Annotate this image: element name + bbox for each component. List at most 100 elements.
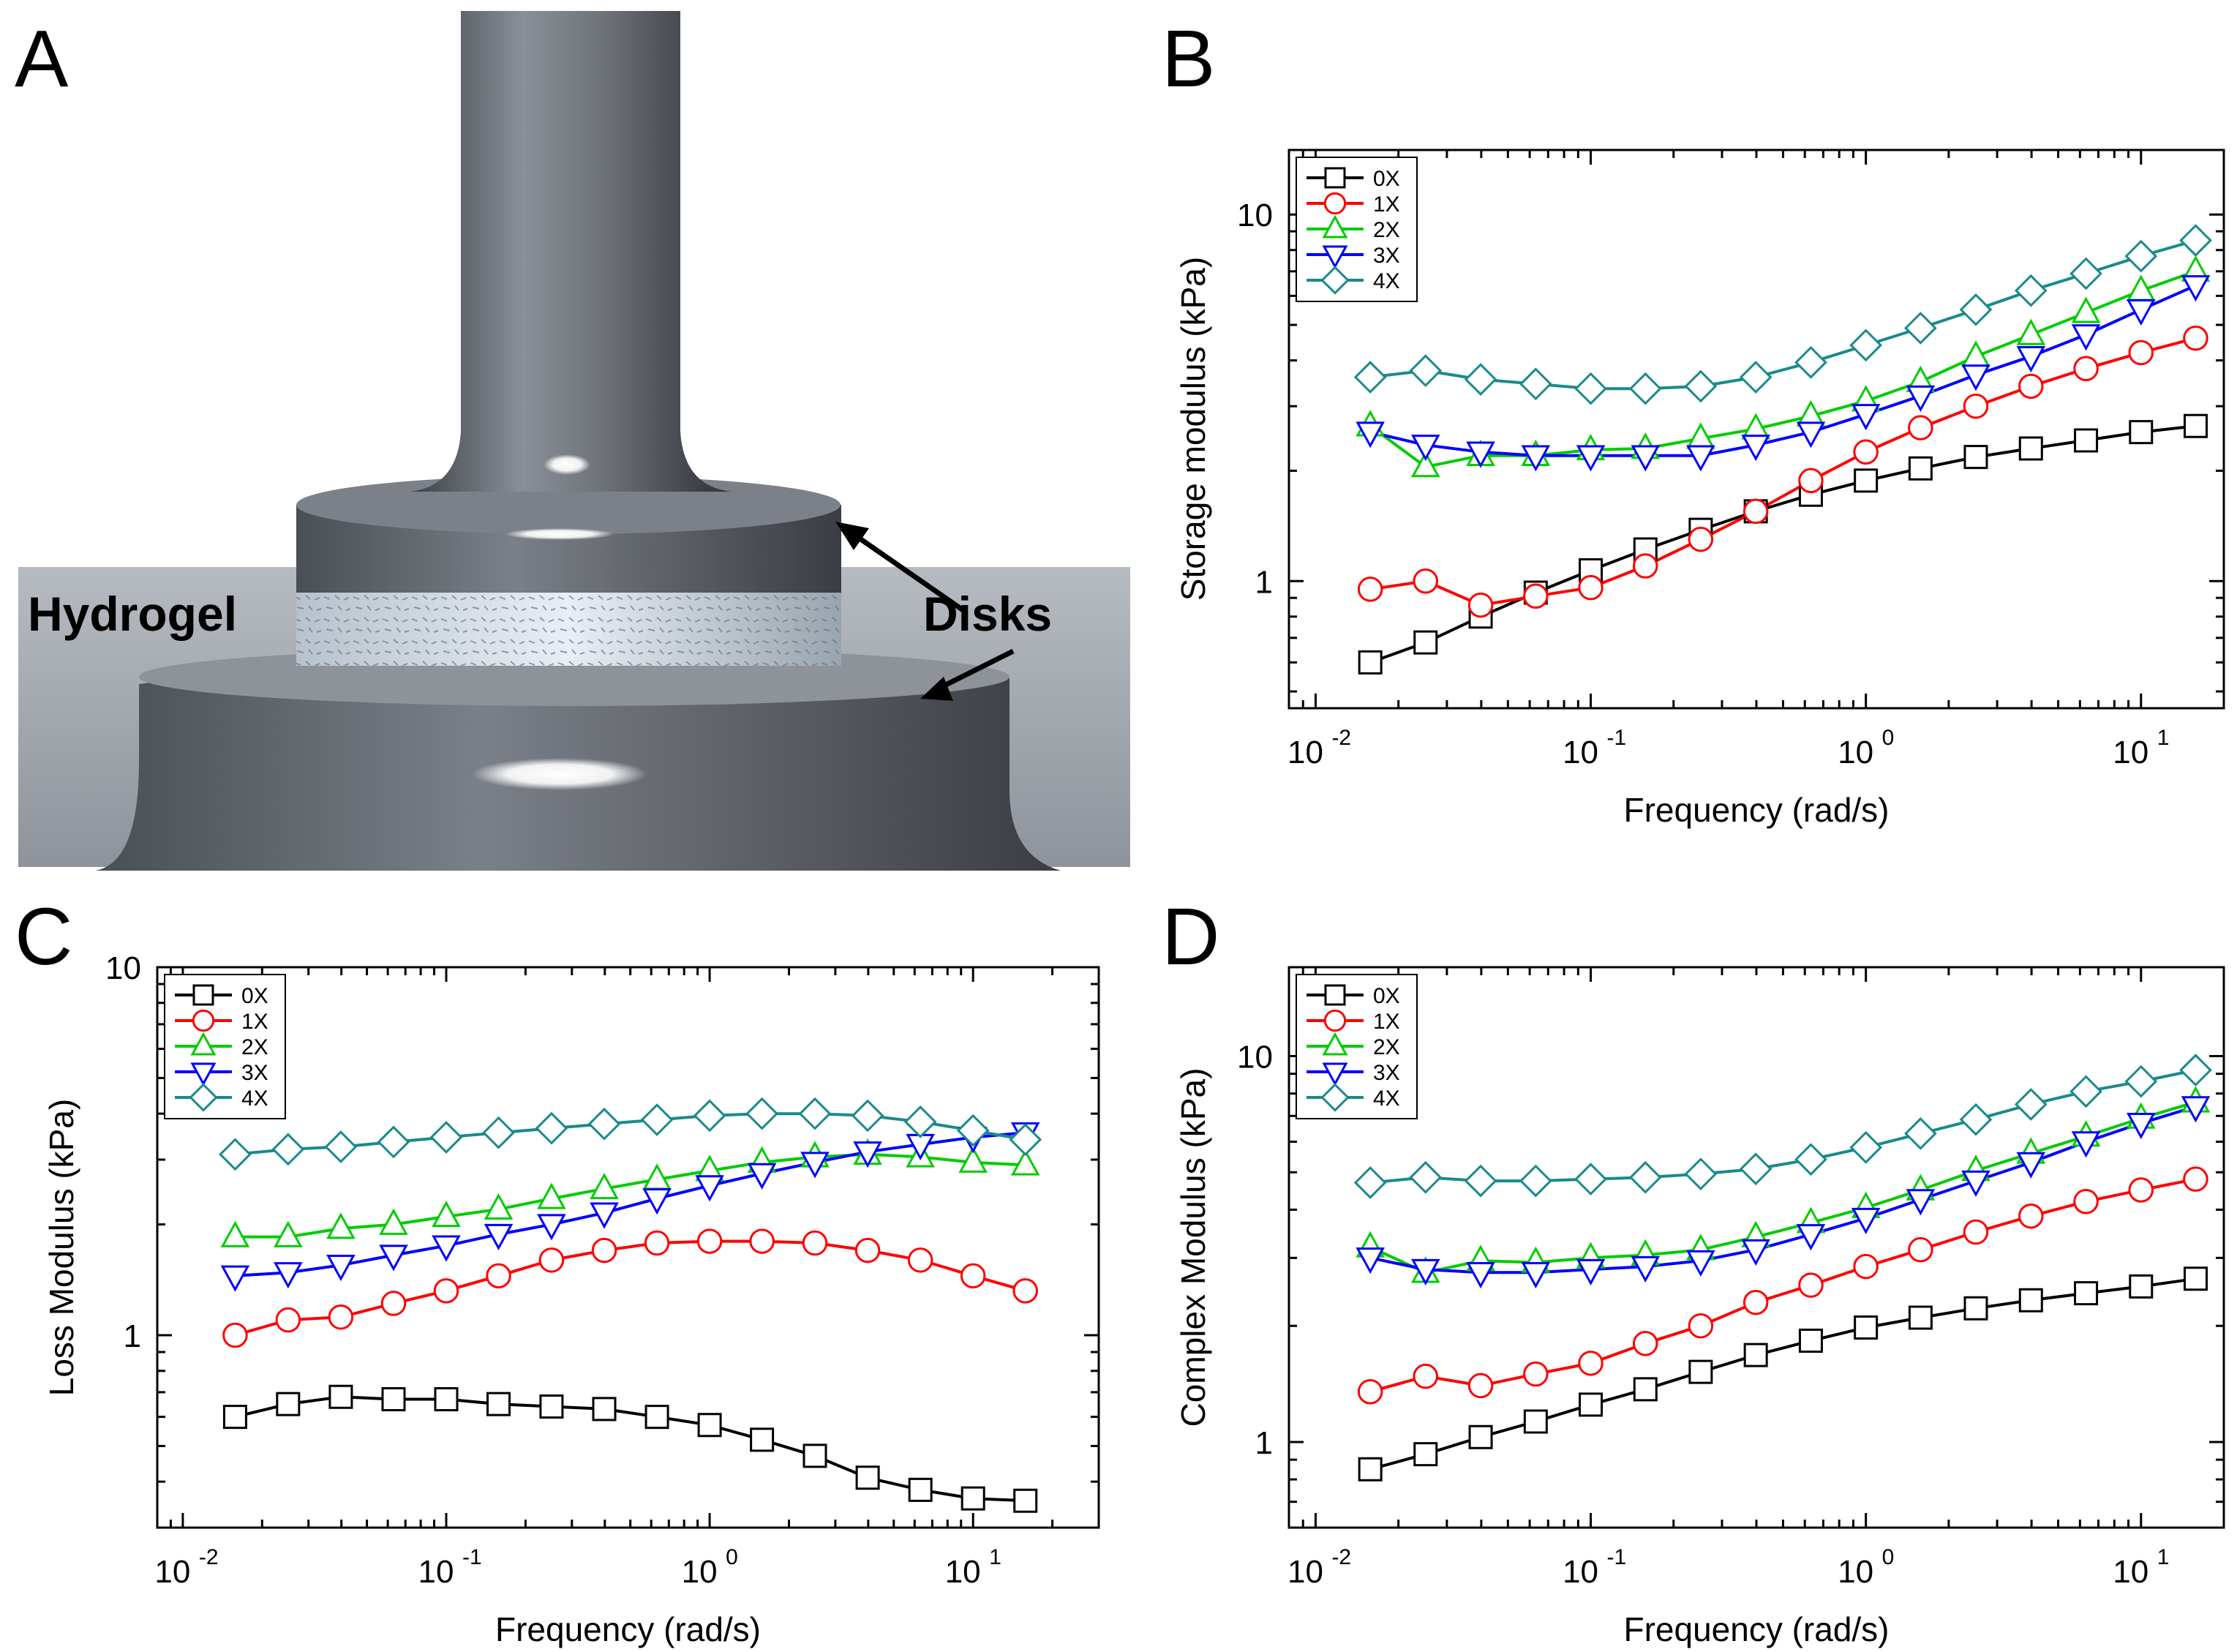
data-point-1x <box>1467 592 1494 618</box>
legend-marker <box>1323 192 1347 215</box>
data-point-4x <box>1739 361 1772 394</box>
x-tick-label: 10 <box>1287 1554 1323 1590</box>
data-point-3x <box>1796 421 1826 448</box>
y-tick-label: 1 <box>1255 1425 1273 1461</box>
legend-entry: 4X <box>241 1086 268 1111</box>
data-point-1x <box>1357 1378 1383 1405</box>
data-point-3x <box>1906 385 1936 413</box>
data-point-1x <box>1413 568 1439 594</box>
disks-label: Disks <box>923 587 1052 641</box>
data-point-1x <box>1633 553 1658 579</box>
data-point-3x <box>2181 1096 2211 1123</box>
y-tick-label: 1 <box>1255 564 1273 600</box>
data-point-0x <box>1579 558 1604 583</box>
data-point-0x <box>328 1384 353 1409</box>
x-tick-label-exponent: 0 <box>1882 726 1895 750</box>
data-point-0x <box>750 1427 775 1452</box>
data-point-3x <box>537 1214 566 1241</box>
legend-entry: 1X <box>1373 1010 1400 1034</box>
data-point-3x <box>1961 1170 1990 1197</box>
data-point-4x <box>1794 345 1827 379</box>
series-line-2x <box>1369 1100 2197 1274</box>
x-tick-label: 10 <box>1838 735 1873 770</box>
data-point-3x <box>1521 445 1551 472</box>
data-point-4x <box>903 1105 937 1138</box>
data-point-4x <box>1464 363 1497 396</box>
data-point-3x <box>220 1265 250 1292</box>
x-axis-label: Frequency (rad/s) <box>1623 1610 1889 1648</box>
data-point-4x <box>1519 1164 1552 1198</box>
panel-label-a: A <box>15 14 69 104</box>
data-point-1x <box>696 1228 723 1254</box>
series-line-4x <box>1370 1068 2196 1184</box>
x-tick-label-exponent: 1 <box>2157 726 2170 750</box>
panel-a-illustration: Hydrogel Disks <box>18 11 1130 871</box>
data-point-2x <box>590 1172 619 1200</box>
data-point-4x <box>1849 1130 1883 1164</box>
data-point-4x <box>1904 1117 1937 1150</box>
data-point-1x <box>1578 574 1604 601</box>
data-point-0x <box>960 1486 985 1511</box>
data-point-3x <box>1466 441 1495 468</box>
data-point-1x <box>2183 1166 2208 1192</box>
data-point-3x <box>432 1235 461 1262</box>
data-point-4x <box>1409 354 1443 388</box>
data-point-3x <box>1741 435 1770 462</box>
legend-marker <box>1322 1032 1348 1056</box>
data-point-3x <box>1631 445 1661 472</box>
data-point-3x <box>2071 324 2101 351</box>
x-tick-label-exponent: -1 <box>1607 726 1627 750</box>
data-point-4x <box>1684 1157 1718 1191</box>
x-tick-label: 10 <box>154 1554 190 1590</box>
x-tick-label: 10 <box>1563 1554 1598 1590</box>
data-point-1x <box>1012 1278 1038 1304</box>
data-point-3x <box>2126 1113 2156 1140</box>
y-tick-label: 10 <box>1237 1040 1273 1075</box>
plot-frame <box>156 966 1100 1529</box>
legend-entry: 0X <box>1373 167 1400 191</box>
x-tick-label-exponent: 0 <box>726 1545 738 1569</box>
data-point-2x <box>274 1220 303 1247</box>
data-point-4x <box>1464 1164 1497 1198</box>
data-point-4x <box>693 1099 726 1133</box>
data-point-2x <box>1010 1149 1040 1176</box>
data-point-1x <box>1523 1361 1549 1387</box>
data-point-0x <box>486 1392 511 1416</box>
legend-entry: 1X <box>1373 192 1400 217</box>
disk-arrow-lower-head <box>920 677 953 701</box>
data-point-3x <box>1576 1258 1606 1286</box>
data-point-1x <box>222 1322 248 1348</box>
data-point-0x <box>1963 1296 1988 1321</box>
data-point-4x <box>1628 372 1662 405</box>
x-tick-label-exponent: -1 <box>462 1545 482 1569</box>
data-point-0x <box>1358 1457 1383 1482</box>
data-point-0x <box>908 1477 933 1502</box>
data-point-0x <box>1013 1488 1038 1513</box>
legend-entry: 1X <box>241 1010 268 1034</box>
data-point-4x <box>2124 1065 2158 1098</box>
data-point-3x <box>1741 1239 1770 1266</box>
data-point-4x <box>2179 224 2212 257</box>
data-point-3x <box>2016 345 2046 373</box>
data-point-0x <box>1633 1377 1658 1402</box>
data-point-4x <box>587 1107 621 1141</box>
data-point-0x <box>1523 1409 1548 1434</box>
data-point-1x <box>960 1263 986 1289</box>
data-point-4x <box>851 1099 884 1133</box>
data-point-0x <box>2018 436 2043 461</box>
data-point-3x <box>379 1244 408 1272</box>
data-point-0x <box>539 1394 564 1419</box>
x-tick-label-exponent: -2 <box>1331 726 1351 750</box>
data-point-0x <box>434 1386 459 1411</box>
data-point-4x <box>1684 369 1718 403</box>
series-line-0x <box>1369 424 2196 664</box>
data-point-4x <box>1353 361 1387 394</box>
legend-marker <box>1322 214 1348 239</box>
data-point-1x <box>1742 1289 1769 1315</box>
data-point-4x <box>1574 1163 1607 1196</box>
data-point-1x <box>1908 415 1933 440</box>
series-line-3x <box>235 1131 1026 1277</box>
series-line-2x <box>1369 269 2197 469</box>
